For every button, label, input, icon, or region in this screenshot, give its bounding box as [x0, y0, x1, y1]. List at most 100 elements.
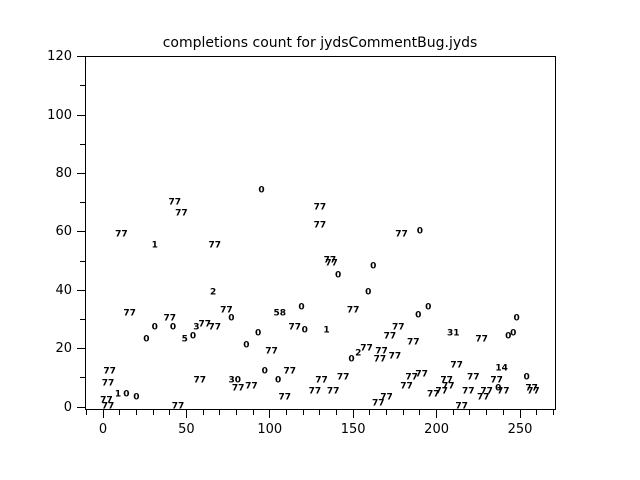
data-point-label: 0 — [261, 366, 268, 377]
data-point-label: 77 — [391, 322, 405, 333]
data-point-label: 77 — [193, 375, 206, 386]
data-point-label: 77 — [525, 383, 538, 394]
data-point-label: 77 — [220, 305, 233, 316]
data-point-label: 77 — [308, 386, 322, 397]
data-point-label: 0 — [143, 334, 150, 345]
data-point-label: 0 — [189, 331, 197, 342]
x-minor-tick — [536, 410, 538, 415]
x-minor-tick — [552, 410, 554, 415]
data-point-label: 77 — [380, 392, 393, 403]
x-minor-tick — [369, 410, 371, 415]
data-point-label: 77 — [326, 386, 340, 397]
data-point-label: 0 — [301, 325, 308, 336]
data-point-label: 0 — [495, 383, 502, 394]
y-tick-label: 0 — [63, 399, 72, 415]
y-minor-tick — [80, 202, 85, 204]
x-major-tick — [102, 410, 104, 418]
data-point-label: 77 — [360, 343, 373, 354]
x-minor-tick — [469, 410, 471, 415]
data-point-label: 77 — [490, 375, 503, 386]
data-point-label: 77 — [346, 305, 360, 316]
data-point-label: 0 — [298, 302, 305, 313]
data-point-label: 77 — [477, 392, 490, 403]
x-minor-tick — [119, 410, 121, 415]
data-point-label: 0 — [416, 226, 424, 237]
y-tick-label: 60 — [55, 224, 72, 240]
data-point-label: 77 — [115, 229, 128, 240]
y-major-tick — [77, 348, 85, 350]
data-point-label: 77 — [288, 322, 302, 333]
x-minor-tick — [152, 410, 154, 415]
data-point-label: 0 — [133, 392, 140, 403]
data-point-label: 0 — [425, 302, 432, 313]
data-point-label: 0 — [513, 313, 520, 324]
x-tick-label: 200 — [424, 422, 449, 437]
plot-area — [85, 56, 556, 410]
data-point-label: 77 — [373, 354, 387, 365]
data-point-label: 77 — [315, 375, 328, 386]
data-point-label: 0 — [228, 313, 235, 324]
data-point-label: 31 — [447, 328, 460, 339]
data-point-label: 77 — [435, 386, 448, 397]
x-minor-tick — [219, 410, 221, 415]
x-minor-tick — [169, 410, 171, 415]
data-point-label: 77 — [462, 386, 475, 397]
data-point-label: 0 — [415, 310, 422, 321]
data-point-label: 0 — [370, 261, 377, 272]
data-point-label: 0 — [254, 328, 262, 339]
data-point-label: 77 — [480, 386, 493, 397]
data-point-label: 77 — [467, 372, 480, 383]
data-point-label: 0 — [151, 322, 158, 333]
data-point-label: 77 — [208, 240, 222, 251]
data-point-label: 5 — [181, 334, 188, 345]
data-point-label: 77 — [325, 258, 338, 269]
data-point-label: 77 — [171, 401, 185, 412]
y-major-tick — [77, 289, 85, 291]
x-minor-tick — [336, 410, 338, 415]
data-point-label: 14 — [495, 363, 508, 374]
data-point-label: 77 — [395, 229, 408, 240]
data-point-label: 77 — [497, 386, 510, 397]
y-minor-tick — [80, 85, 85, 87]
x-tick-label: 250 — [507, 422, 533, 437]
data-point-label: 0 — [169, 322, 177, 333]
data-point-label: 2 — [355, 348, 362, 359]
y-major-tick — [77, 172, 85, 174]
y-minor-tick — [80, 377, 85, 379]
data-point-label: 77 — [313, 202, 327, 213]
data-point-label: 77 — [336, 372, 350, 383]
x-minor-tick — [135, 410, 137, 415]
data-point-label: 77 — [313, 220, 327, 231]
data-point-label: 77 — [198, 319, 211, 330]
x-major-tick — [436, 410, 438, 418]
data-point-label: 77 — [101, 401, 115, 412]
x-minor-tick — [452, 410, 454, 415]
data-point-label: 77 — [323, 255, 337, 266]
data-point-label: 2 — [209, 287, 217, 298]
y-minor-tick — [80, 318, 85, 320]
x-minor-tick — [386, 410, 388, 415]
x-minor-tick — [402, 410, 404, 415]
data-point-label: 77 — [405, 372, 418, 383]
y-minor-tick — [80, 143, 85, 145]
x-minor-tick — [486, 410, 488, 415]
data-point-label: 0 — [335, 270, 342, 281]
y-major-tick — [77, 114, 85, 116]
x-tick-label: 50 — [178, 422, 195, 437]
data-point-label: 0 — [365, 287, 372, 298]
data-point-label: 77 — [265, 346, 278, 357]
data-point-label: 77 — [245, 381, 258, 392]
x-minor-tick — [285, 410, 287, 415]
x-tick-label: 150 — [340, 422, 366, 437]
data-point-label: 1 — [323, 325, 330, 336]
data-point-label: 77 — [371, 398, 385, 409]
y-tick-label: 100 — [47, 107, 72, 123]
data-point-label: 77 — [400, 381, 413, 392]
y-major-tick — [77, 406, 85, 408]
y-tick-label: 20 — [55, 341, 72, 357]
y-major-tick — [77, 231, 85, 233]
x-tick-label: 0 — [98, 422, 108, 437]
x-minor-tick — [302, 410, 304, 415]
data-point-label: 77 — [426, 389, 440, 400]
data-point-label: 0 — [274, 375, 282, 386]
